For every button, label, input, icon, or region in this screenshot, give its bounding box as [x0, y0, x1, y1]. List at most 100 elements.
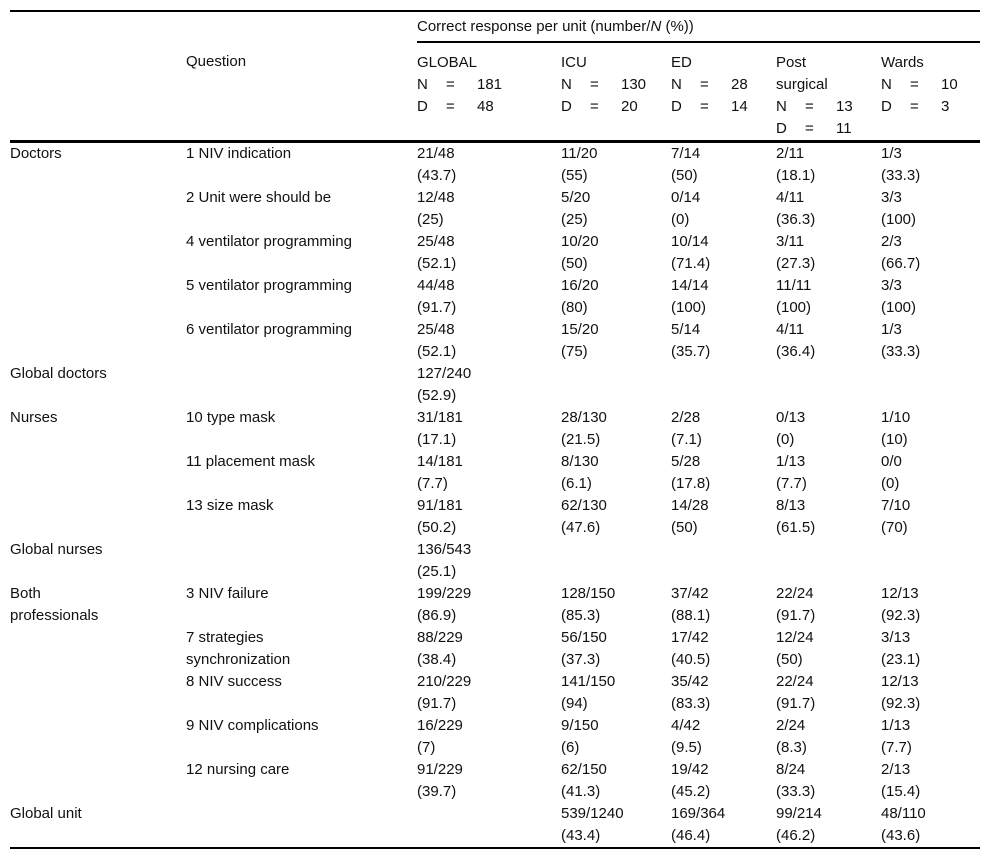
- value-fraction: 14/14: [671, 277, 709, 294]
- group-cell: [10, 187, 186, 231]
- value-cell-ed: 0/14 (0): [671, 187, 776, 231]
- unit-column-header-icu: ICU N = 130 D = 20: [561, 42, 671, 143]
- value-percent: (35.7): [671, 343, 711, 360]
- value-percent: (45.2): [671, 783, 711, 800]
- value-cell-ed: [671, 539, 776, 583]
- value-percent: (33.3): [881, 343, 921, 360]
- value-cell-icu: [561, 363, 671, 407]
- value-cell-ed: 4/42 (9.5): [671, 715, 776, 759]
- equals-sign: =: [446, 76, 455, 93]
- value-cell-global: 127/240 (52.9): [417, 363, 561, 407]
- equals-sign: =: [590, 98, 599, 115]
- value-percent: (7.7): [881, 739, 912, 756]
- span-header-text-pre: Correct response per unit (number/: [417, 17, 651, 35]
- unit-name-line: Wards: [881, 54, 924, 71]
- unit-name-line: ED: [671, 54, 692, 71]
- group-label-line: Both: [10, 585, 41, 602]
- value-fraction: 0/0: [881, 453, 902, 470]
- value-fraction: 16/20: [561, 277, 599, 294]
- value-fraction: 9/150: [561, 717, 599, 734]
- value-fraction: 11/20: [561, 145, 598, 162]
- value-percent: (91.7): [417, 695, 457, 712]
- table-row: 12 nursing care 91/229 (39.7) 62/150 (41.3) 1…: [10, 759, 980, 803]
- value-cell-global: 16/229 (7): [417, 715, 561, 759]
- value-percent: (0): [881, 475, 900, 492]
- value-fraction: 62/150: [561, 761, 607, 778]
- unit-column-header-post-surgical: Post surgical N = 13 D = 11: [776, 42, 881, 143]
- value-percent: (50): [561, 255, 588, 272]
- stat-value: 48: [477, 98, 494, 115]
- group-cell: Doctors: [10, 142, 186, 188]
- value-cell-icu: 9/150 (6): [561, 715, 671, 759]
- value-fraction: 11/11: [776, 277, 812, 294]
- question-label-line: 5 ventilator programming: [186, 277, 352, 294]
- equals-sign: =: [590, 76, 599, 93]
- span-header-text-italic-n: N: [650, 17, 662, 35]
- value-percent: (15.4): [881, 783, 921, 800]
- value-percent: (55): [561, 167, 588, 184]
- value-percent: (17.8): [671, 475, 711, 492]
- equals-sign: =: [700, 98, 709, 115]
- value-cell-global: 25/48 (52.1): [417, 231, 561, 275]
- value-cell-global: 91/181 (50.2): [417, 495, 561, 539]
- table-body: Doctors 1 NIV indication 21/48 (43.7) 11/20 (…: [10, 142, 980, 849]
- correct-response-table: Correct response per unit (number/N (%))…: [10, 10, 981, 849]
- value-cell-icu: 128/150 (85.3): [561, 583, 671, 627]
- unit-stat-line: N = 181: [417, 74, 561, 96]
- value-fraction: 28/130: [561, 409, 607, 426]
- value-percent: (85.3): [561, 607, 601, 624]
- value-cell-wards: 2/13 (15.4): [881, 759, 980, 803]
- value-cell-wards: 12/13 (92.3): [881, 671, 980, 715]
- value-percent: (94): [561, 695, 588, 712]
- value-percent: (36.4): [776, 343, 816, 360]
- question-cell: 1 NIV indication: [186, 142, 417, 188]
- question-label-line: 8 NIV success: [186, 673, 282, 690]
- value-cell-post-surgical: 0/13 (0): [776, 407, 881, 451]
- unit-stat-line: D = 20: [561, 96, 671, 118]
- value-fraction: 2/28: [671, 409, 701, 426]
- value-cell-ed: 10/14 (71.4): [671, 231, 776, 275]
- stat-value: 181: [477, 76, 503, 93]
- value-cell-icu: 62/150 (41.3): [561, 759, 671, 803]
- value-cell-icu: 5/20 (25): [561, 187, 671, 231]
- value-cell-post-surgical: 2/24 (8.3): [776, 715, 881, 759]
- value-fraction: 169/364: [671, 805, 726, 822]
- value-cell-post-surgical: 4/11 (36.3): [776, 187, 881, 231]
- group-cell: [10, 627, 186, 671]
- value-fraction: 14/181: [417, 453, 463, 470]
- question-label-line: 13 size mask: [186, 497, 274, 514]
- group-cell: Global unit: [10, 803, 186, 848]
- value-percent: (18.1): [776, 167, 816, 184]
- value-cell-global: 14/181 (7.7): [417, 451, 561, 495]
- table-row: 13 size mask 91/181 (50.2) 62/130 (47.6) 14/2…: [10, 495, 980, 539]
- group-cell: [10, 759, 186, 803]
- value-fraction: 14/28: [671, 497, 709, 514]
- question-cell: 3 NIV failure: [186, 583, 417, 627]
- value-fraction: 91/181: [417, 497, 463, 514]
- equals-sign: =: [910, 76, 919, 93]
- question-cell: 7 strategies synchronization: [186, 627, 417, 671]
- value-cell-post-surgical: 1/13 (7.7): [776, 451, 881, 495]
- question-cell: 5 ventilator programming: [186, 275, 417, 319]
- stat-value: 130: [621, 76, 647, 93]
- value-cell-wards: 1/13 (7.7): [881, 715, 980, 759]
- question-cell: [186, 539, 417, 583]
- group-cell: [10, 275, 186, 319]
- question-label-line: 1 NIV indication: [186, 145, 292, 162]
- value-cell-wards: 12/13 (92.3): [881, 583, 980, 627]
- equals-sign: =: [805, 120, 814, 137]
- value-percent: (43.6): [881, 827, 921, 844]
- stat-value: 20: [621, 98, 638, 115]
- value-fraction: 12/48: [417, 189, 455, 206]
- table-row: 11 placement mask 14/181 (7.7) 8/130 (6.1) 5/…: [10, 451, 980, 495]
- value-cell-global: 210/229 (91.7): [417, 671, 561, 715]
- value-percent: (33.3): [881, 167, 921, 184]
- unit-stat-line: D = 14: [671, 96, 776, 118]
- value-fraction: 21/48: [417, 145, 455, 162]
- table-row: 9 NIV complications 16/229 (7) 9/150 (6) 4/42…: [10, 715, 980, 759]
- results-table-wrapper: Correct response per unit (number/N (%))…: [10, 10, 981, 849]
- value-fraction: 3/3: [881, 189, 902, 206]
- value-cell-global: 88/229 (38.4): [417, 627, 561, 671]
- value-fraction: 5/20: [561, 189, 591, 206]
- value-cell-icu: 8/130 (6.1): [561, 451, 671, 495]
